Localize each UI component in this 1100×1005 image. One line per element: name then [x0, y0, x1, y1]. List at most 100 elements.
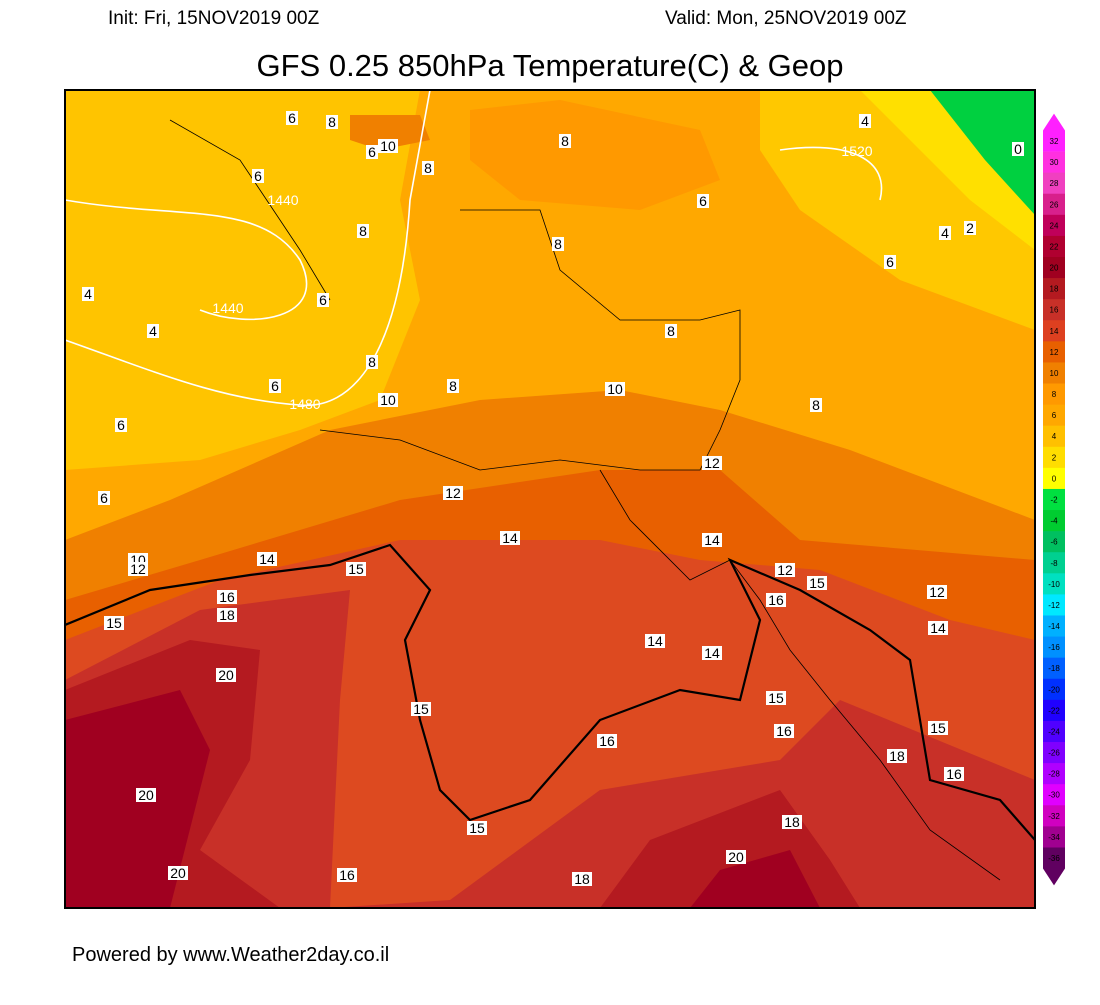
- contour-label: 6: [886, 254, 894, 270]
- coastlines: [169, 119, 1001, 881]
- colorbar-label: -30: [1048, 791, 1060, 800]
- contour-label: 10: [380, 392, 396, 408]
- contour-label-box: [443, 486, 463, 500]
- contour-label: 1520: [841, 143, 872, 159]
- contour-label: 14: [930, 620, 946, 636]
- contour-label: 8: [359, 223, 367, 239]
- colorbar-label: 10: [1050, 369, 1059, 378]
- colorbar-label: 14: [1050, 327, 1059, 336]
- colorbar-swatch: [1043, 214, 1065, 237]
- colorbar-label: -20: [1048, 685, 1060, 694]
- contour-label-box: [337, 868, 357, 882]
- contour-label-box: [944, 767, 964, 781]
- colorbar-swatch: [1043, 404, 1065, 427]
- contour-label-box: [326, 115, 338, 129]
- colorbar-swatch: [1043, 446, 1065, 469]
- colorbar-swatch: [1043, 720, 1065, 743]
- contour-label: 16: [599, 733, 615, 749]
- contour-label: 16: [219, 589, 235, 605]
- contour-label-box: [775, 563, 795, 577]
- contour-label: 4: [861, 113, 869, 129]
- contour-label: 20: [170, 865, 186, 881]
- contour-label-box: [346, 562, 366, 576]
- colorbar-label: -22: [1048, 706, 1060, 715]
- contour-label-box: [859, 114, 871, 128]
- contour-label: 6: [368, 144, 376, 160]
- colorbar-label: -26: [1048, 749, 1060, 758]
- contour-label-box: [447, 379, 459, 393]
- colorbar-swatch: [1043, 235, 1065, 258]
- contour-label-box: [782, 815, 802, 829]
- contour-label: 12: [777, 562, 793, 578]
- colorbar-swatch: [1043, 299, 1065, 321]
- contour-label-box: [605, 382, 625, 396]
- contour-label: 4: [941, 225, 949, 241]
- colorbar-label: -18: [1048, 664, 1060, 673]
- colorbar-label: 30: [1050, 158, 1059, 167]
- contour-label: 6: [288, 110, 296, 126]
- contour-label: 15: [106, 615, 122, 631]
- colorbar-label: 8: [1052, 390, 1057, 399]
- contour-label: 16: [776, 723, 792, 739]
- contour-label-box: [128, 562, 148, 576]
- colorbar-swatch: [1043, 636, 1065, 659]
- colorbar-label: 12: [1050, 348, 1059, 357]
- contour-label: 8: [812, 397, 820, 413]
- colorbar-tip: [1043, 113, 1065, 152]
- contour-label: 15: [930, 720, 946, 736]
- contour-label-box: [467, 821, 487, 835]
- contour-label-box: [927, 585, 947, 599]
- contour-label: 20: [138, 787, 154, 803]
- colorbar-label: 18: [1050, 285, 1059, 294]
- contour-label: 20: [728, 849, 744, 865]
- contour-label: 14: [704, 645, 720, 661]
- colorbar-swatch: [1043, 256, 1065, 279]
- contour-label-box: [147, 324, 159, 338]
- contour-label-box: [807, 576, 827, 590]
- colorbar-swatch: [1043, 573, 1065, 595]
- contour-label-box: [1012, 142, 1024, 156]
- contour-label: 1440: [212, 300, 243, 316]
- contour-label-box: [317, 293, 329, 307]
- colorbar-label: -28: [1048, 770, 1060, 779]
- colorbar-swatch: [1043, 678, 1065, 701]
- contour-label-box: [82, 287, 94, 301]
- contour-label: 16: [768, 592, 784, 608]
- contour-label-box: [702, 533, 722, 547]
- contour-label: 6: [100, 490, 108, 506]
- contour-label: 14: [647, 633, 663, 649]
- contour-label: 8: [554, 236, 562, 252]
- contour-label-box: [286, 111, 298, 125]
- contour-label-box: [572, 872, 592, 886]
- contour-label-box: [887, 749, 907, 763]
- contour-label-box: [810, 398, 822, 412]
- contour-label-box: [500, 531, 520, 545]
- contour-label-box: [411, 702, 431, 716]
- contour-label-box: [552, 237, 564, 251]
- colorbar-label: -8: [1050, 559, 1058, 568]
- colorbar-swatch: [1043, 742, 1065, 764]
- contour-label-box: [104, 616, 124, 630]
- contour-label: 0: [1014, 141, 1022, 157]
- colorbar-label: -12: [1048, 601, 1060, 610]
- contour-label: 6: [319, 292, 327, 308]
- contour-label: 15: [413, 701, 429, 717]
- colorbar-label: -14: [1048, 622, 1060, 631]
- band-0: [930, 90, 1035, 215]
- contour-label: 15: [768, 690, 784, 706]
- contour-label: 18: [889, 748, 905, 764]
- colorbar-swatch: [1043, 467, 1065, 490]
- colorbar-label: -16: [1048, 643, 1060, 652]
- colorbar-swatch: [1043, 320, 1065, 342]
- band-4: [65, 90, 420, 470]
- colorbar-swatch: [1043, 784, 1065, 806]
- contour-label: 16: [946, 766, 962, 782]
- contour-label-box: [98, 491, 110, 505]
- contour-label-box: [217, 608, 237, 622]
- colorbar-swatch: [1043, 615, 1065, 638]
- map-frame: [64, 89, 1036, 909]
- map-field: [65, 90, 1035, 908]
- contour-label-box: [559, 134, 571, 148]
- init-time: Init: Fri, 15NOV2019 00Z: [108, 8, 320, 29]
